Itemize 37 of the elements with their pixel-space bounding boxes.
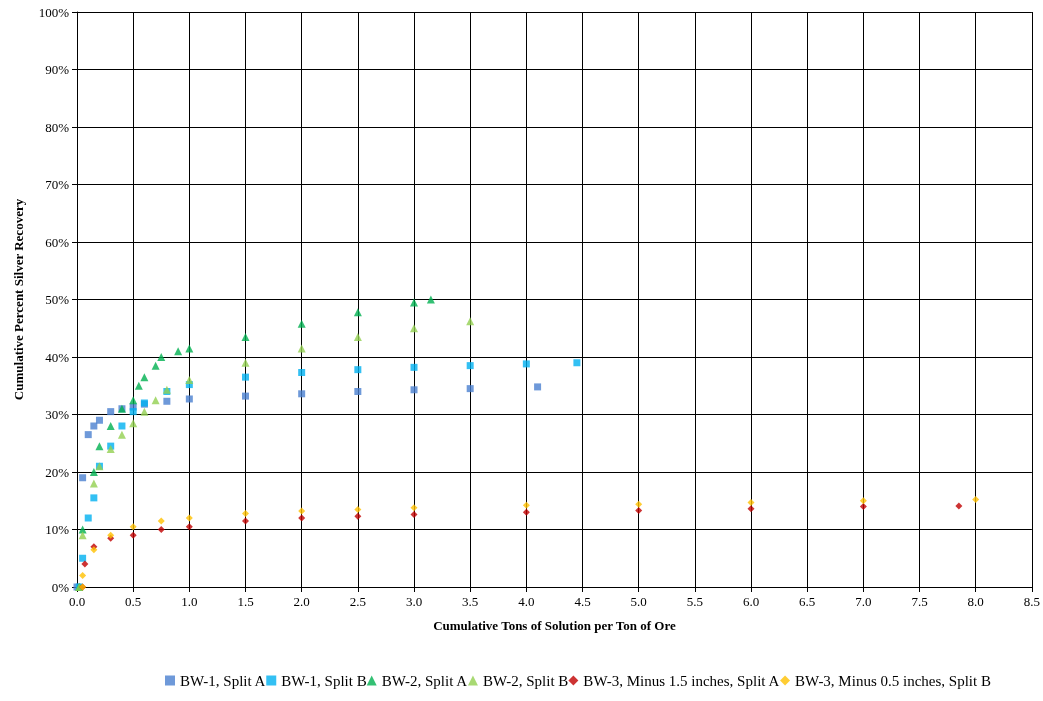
y-axis-title: Cumulative Percent Silver Recovery <box>11 198 26 401</box>
x-tick-label: 0.0 <box>68 594 86 609</box>
x-tick-label: 5.0 <box>630 594 647 609</box>
x-tick-label: 6.0 <box>742 594 760 609</box>
x-tick-label: 4.0 <box>518 594 535 609</box>
x-tick-label: 2.5 <box>349 594 366 609</box>
x-tick-label: 5.5 <box>686 594 703 609</box>
y-tick-label: 90% <box>45 62 70 77</box>
x-axis-title: Cumulative Tons of Solution per Ton of Ore <box>433 618 676 633</box>
y-tick-label: 40% <box>45 349 70 365</box>
x-tick-label: 7.0 <box>855 594 872 609</box>
legend-label: BW-2, Split B <box>482 672 569 689</box>
y-tick-label: 30% <box>45 407 70 422</box>
x-tick-label: 4.5 <box>574 594 591 609</box>
x-tick-label: 1.5 <box>237 594 254 609</box>
x-tick-label: 8.5 <box>1023 594 1040 609</box>
x-tick-label: 6.5 <box>799 594 816 609</box>
x-tick-label: 2.0 <box>293 594 310 609</box>
y-tick-label: 70% <box>45 177 70 192</box>
legend-label: BW-1, Split B <box>281 672 367 689</box>
y-tick-label: 50% <box>45 292 70 307</box>
x-tick-label: 3.0 <box>405 594 423 609</box>
legend-label: BW-3, Minus 0.5 inches, Split B <box>795 672 991 689</box>
legend-label: BW-3, Minus 1.5 inches, Split A <box>583 672 780 689</box>
x-tick-label: 1.0 <box>181 594 198 609</box>
x-tick-label: 7.5 <box>911 594 928 609</box>
legend-label: BW-2, Split A <box>381 672 468 689</box>
x-tick-label: 0.5 <box>125 594 142 609</box>
y-tick-label: 10% <box>45 522 70 537</box>
y-tick-label: 20% <box>45 464 70 480</box>
x-tick-label: 3.5 <box>462 594 479 609</box>
y-tick-label: 100% <box>38 4 70 20</box>
y-tick-label: 60% <box>45 234 70 250</box>
x-tick-label: 8.0 <box>967 594 984 609</box>
legend-label: BW-1, Split A <box>180 672 266 689</box>
y-tick-label: 80% <box>45 119 70 135</box>
y-tick-label: 0% <box>51 579 70 595</box>
